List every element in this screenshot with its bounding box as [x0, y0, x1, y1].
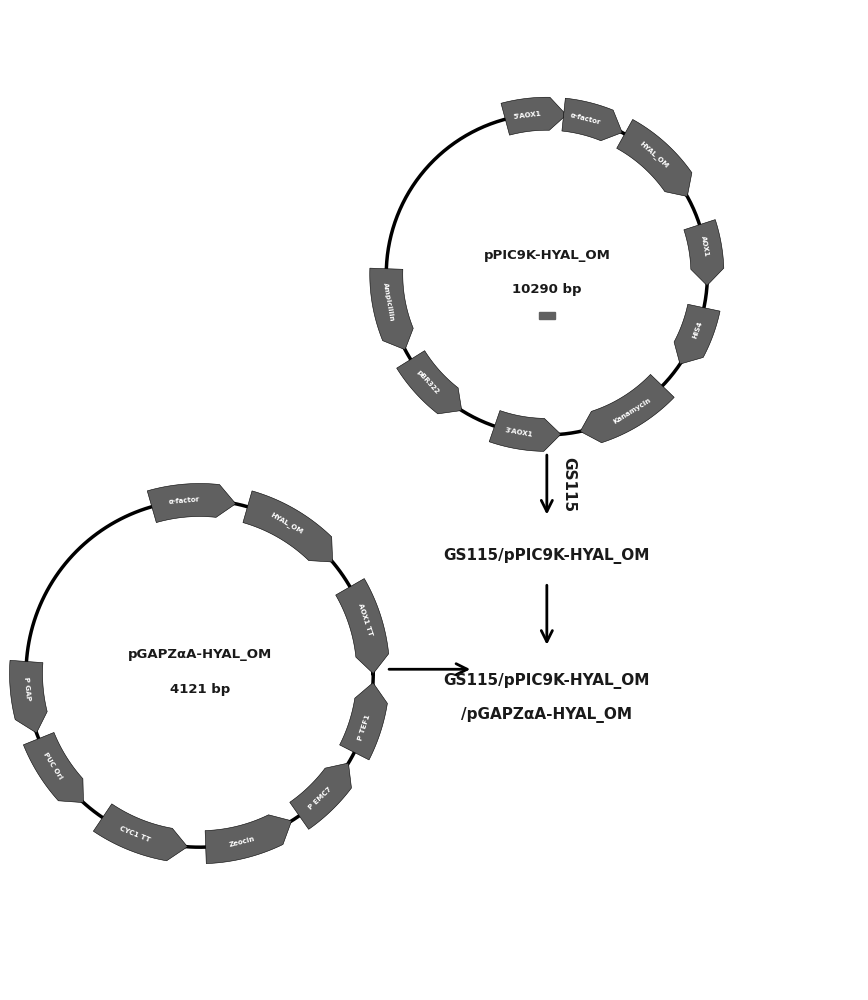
Text: pGAPZαA-HYAL_OM: pGAPZαA-HYAL_OM — [128, 648, 272, 661]
Text: /pGAPZαA-HYAL_OM: /pGAPZαA-HYAL_OM — [461, 707, 633, 723]
Text: Zeocin: Zeocin — [228, 836, 255, 848]
Polygon shape — [94, 804, 187, 861]
Text: α-factor: α-factor — [168, 496, 201, 505]
Polygon shape — [562, 98, 622, 141]
Text: 5'AOX1: 5'AOX1 — [513, 110, 542, 120]
Text: GS115/pPIC9K-HYAL_OM: GS115/pPIC9K-HYAL_OM — [444, 673, 650, 689]
Text: Ampicillin: Ampicillin — [382, 282, 395, 322]
Text: HYAL_OM: HYAL_OM — [269, 511, 304, 535]
Polygon shape — [490, 411, 561, 451]
Polygon shape — [23, 732, 83, 803]
Polygon shape — [616, 119, 692, 196]
Polygon shape — [501, 97, 567, 135]
Text: Kanamycin: Kanamycin — [612, 396, 652, 425]
Text: GS115: GS115 — [561, 457, 576, 512]
Text: HYAL_OM: HYAL_OM — [639, 140, 670, 170]
Polygon shape — [290, 763, 352, 829]
Text: 10290 bp: 10290 bp — [512, 283, 582, 296]
Text: CYC1 TT: CYC1 TT — [118, 826, 151, 843]
Polygon shape — [336, 579, 389, 674]
Bar — [539, 312, 555, 319]
Text: HIS4: HIS4 — [692, 320, 704, 339]
Polygon shape — [205, 815, 292, 864]
Polygon shape — [10, 660, 47, 733]
Text: P EMC7: P EMC7 — [307, 786, 332, 811]
Polygon shape — [684, 220, 724, 286]
Polygon shape — [580, 374, 674, 443]
Text: pBR322: pBR322 — [415, 369, 440, 395]
Polygon shape — [243, 491, 332, 562]
Text: pPIC9K-HYAL_OM: pPIC9K-HYAL_OM — [483, 249, 610, 262]
Polygon shape — [370, 268, 413, 350]
Text: α-factor: α-factor — [569, 112, 602, 125]
Polygon shape — [397, 351, 462, 414]
Text: 3'AOX1: 3'AOX1 — [504, 427, 534, 438]
Polygon shape — [339, 683, 387, 760]
Text: AOX1 TT: AOX1 TT — [357, 603, 373, 637]
Text: 4121 bp: 4121 bp — [169, 683, 230, 696]
Text: PUC Ori: PUC Ori — [42, 751, 63, 780]
Polygon shape — [148, 484, 236, 523]
Text: P GAP: P GAP — [23, 677, 30, 701]
Text: P TEF1: P TEF1 — [358, 713, 372, 741]
Polygon shape — [674, 304, 720, 364]
Text: AOX1: AOX1 — [700, 235, 710, 257]
Text: GS115/pPIC9K-HYAL_OM: GS115/pPIC9K-HYAL_OM — [444, 548, 650, 564]
